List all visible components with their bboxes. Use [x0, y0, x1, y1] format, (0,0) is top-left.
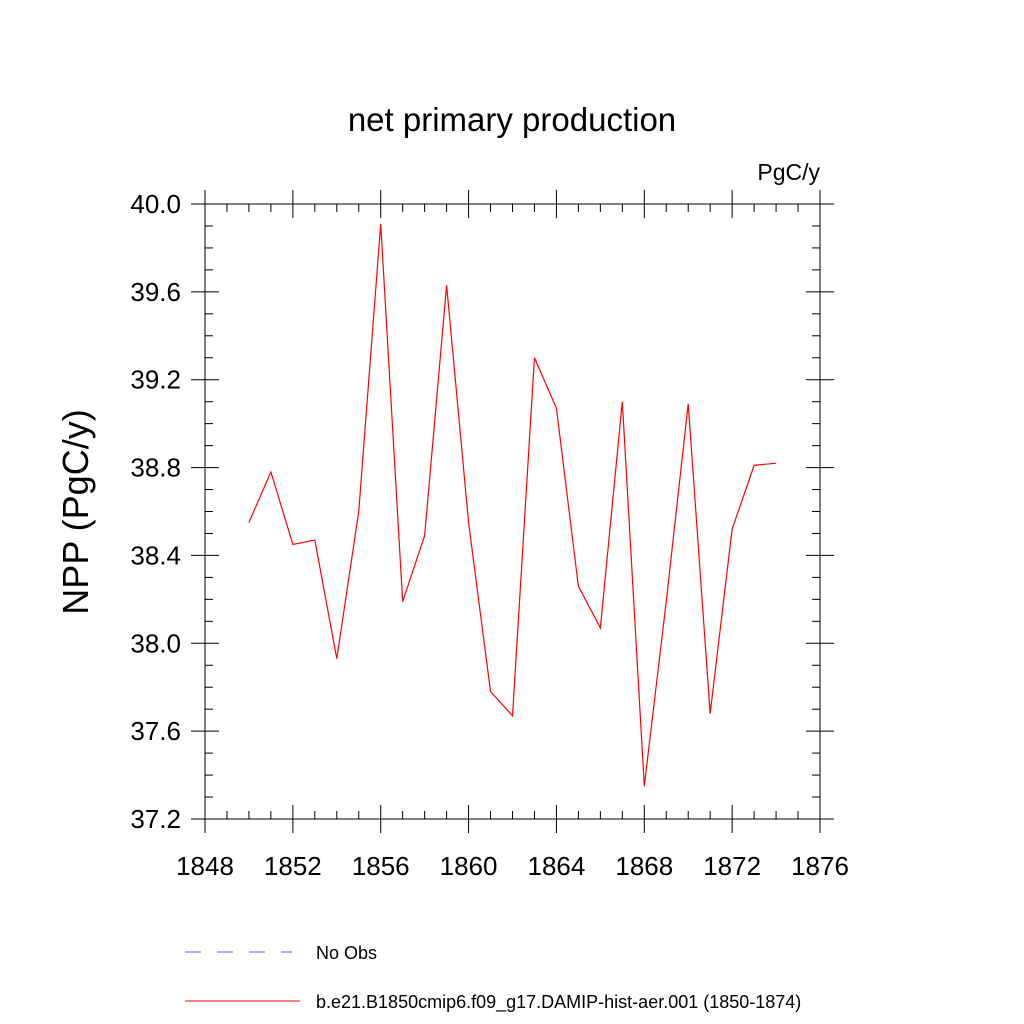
major-ticks — [191, 190, 834, 833]
plot-frame — [204, 203, 821, 820]
x-tick-label: 1848 — [176, 851, 234, 881]
y-tick-label: 39.6 — [130, 277, 181, 307]
y-tick-label: 38.8 — [130, 453, 181, 483]
x-tick-label: 1852 — [264, 851, 322, 881]
y-tick-label: 37.6 — [130, 716, 181, 746]
units-label: PgC/y — [757, 159, 820, 185]
legend-label-0: No Obs — [316, 943, 377, 963]
x-tick-label: 1868 — [615, 851, 673, 881]
x-tick-label: 1864 — [528, 851, 586, 881]
y-tick-label: 37.2 — [130, 804, 181, 834]
x-tick-label: 1856 — [352, 851, 410, 881]
y-tick-label: 38.4 — [130, 540, 181, 570]
y-tick-label: 40.0 — [130, 189, 181, 219]
chart-title: net primary production — [348, 101, 676, 138]
x-tick-label: 1860 — [440, 851, 498, 881]
y-axis-label: NPP (PgC/y) — [55, 409, 96, 614]
legend: No Obs b.e21.B1850cmip6.f09_g17.DAMIP-his… — [185, 943, 801, 1013]
legend-label-1: b.e21.B1850cmip6.f09_g17.DAMIP-hist-aer.… — [316, 992, 801, 1013]
minor-ticks — [205, 204, 820, 819]
y-tick-labels: 37.2 37.6 38.0 38.4 38.8 39.2 39.6 40.0 — [130, 189, 181, 834]
x-tick-label: 1872 — [703, 851, 761, 881]
series-line-0 — [248, 223, 777, 787]
y-tick-label: 38.0 — [130, 628, 181, 658]
x-tick-labels: 1848 1852 1856 1860 1864 1868 1872 1876 — [176, 851, 849, 881]
x-tick-label: 1876 — [791, 851, 849, 881]
series-group — [248, 223, 777, 787]
y-tick-label: 39.2 — [130, 365, 181, 395]
